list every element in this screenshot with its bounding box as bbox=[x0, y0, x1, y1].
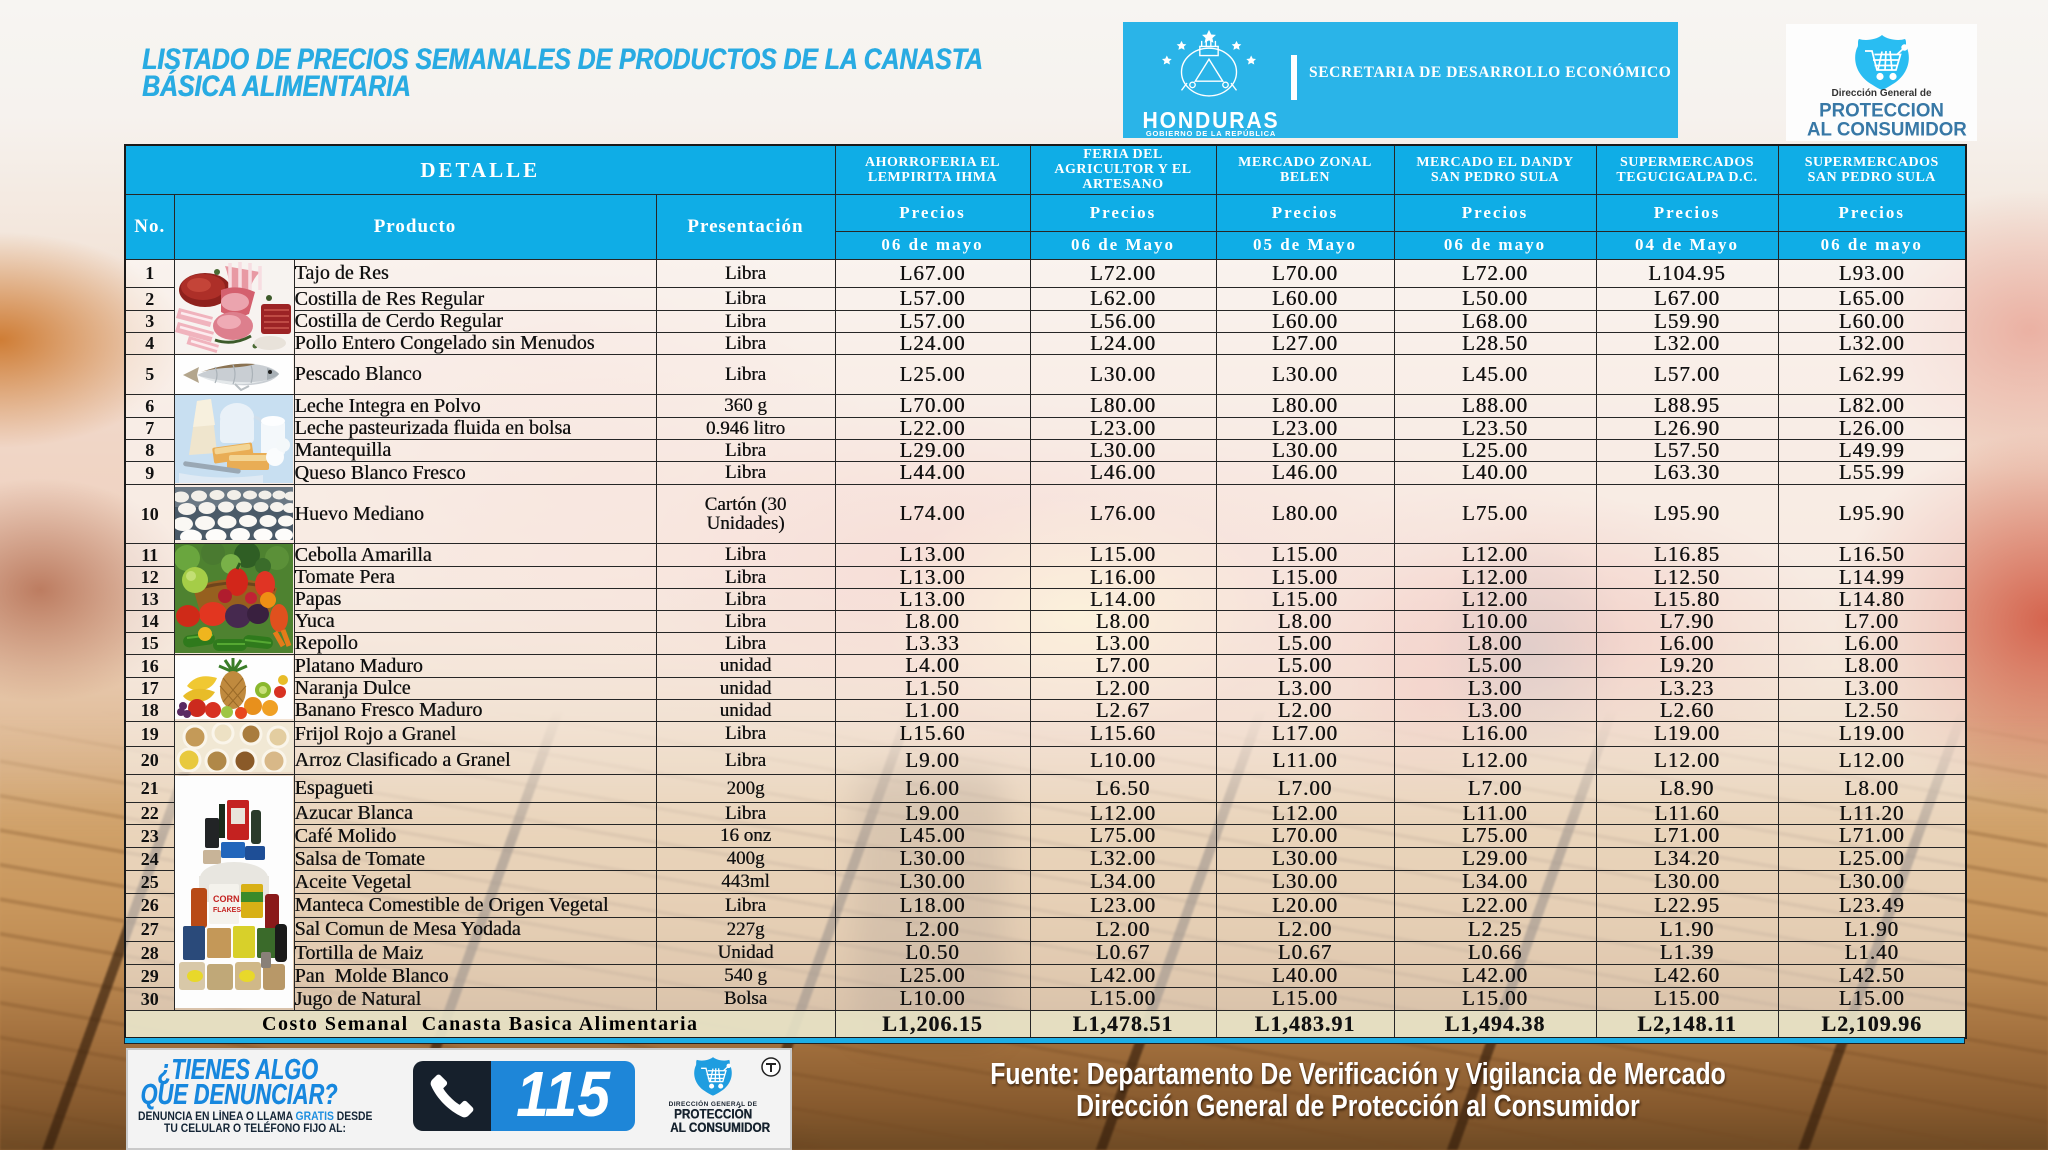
svg-text:CORN: CORN bbox=[213, 894, 240, 904]
svg-text:FLAKES: FLAKES bbox=[213, 907, 241, 914]
